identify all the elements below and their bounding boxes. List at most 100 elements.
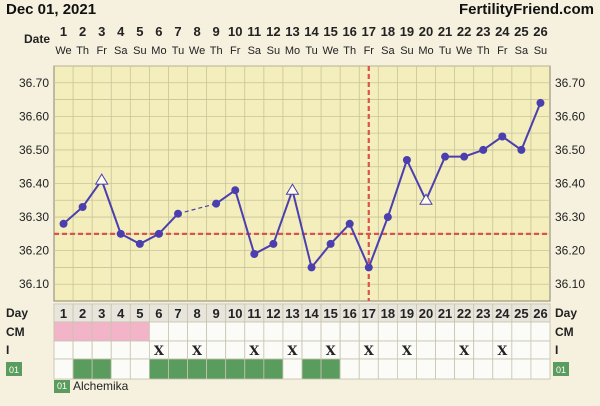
- custom-row-label-right: 01: [556, 365, 566, 375]
- date-day-number: 3: [98, 24, 105, 39]
- y-tick-label-left: 36.70: [19, 76, 49, 90]
- date-weekday: Su: [534, 45, 547, 57]
- date-weekday: Fr: [230, 45, 241, 57]
- date-weekday: Sa: [515, 45, 529, 57]
- day-number: 1: [60, 306, 67, 321]
- day-number: 23: [476, 306, 490, 321]
- cm-cell: [91, 321, 112, 342]
- cm-cell: [377, 321, 398, 342]
- date-day-number: 13: [285, 24, 299, 39]
- custom-cell: [282, 358, 303, 380]
- y-tick-label-left: 36.60: [19, 109, 49, 123]
- date-weekday: We: [55, 45, 71, 57]
- date-weekday: We: [456, 45, 472, 57]
- day-number: 8: [193, 306, 200, 321]
- cm-cell: [339, 321, 360, 342]
- intercourse-cell: [225, 340, 246, 360]
- date-day-number: 10: [228, 24, 242, 39]
- temperature-segment: [329, 223, 351, 245]
- custom-cell: [91, 358, 112, 380]
- custom-cell: [53, 358, 74, 380]
- cm-cell: [358, 321, 379, 342]
- custom-cell: [320, 358, 341, 380]
- date-day-number: 14: [304, 24, 319, 39]
- custom-cell: [206, 358, 227, 380]
- intercourse-mark: X: [326, 344, 337, 359]
- temperature-point-open: [94, 173, 109, 185]
- date-weekday: Tu: [172, 45, 184, 57]
- custom-cell: [168, 358, 188, 380]
- day-number: 9: [213, 306, 220, 321]
- day-number: 6: [155, 306, 162, 321]
- temperature-segment: [310, 243, 332, 269]
- day-number: 24: [495, 306, 510, 321]
- custom-cell: [454, 358, 475, 380]
- intercourse-cell: [129, 340, 150, 360]
- day-number: 10: [228, 306, 242, 321]
- date-weekday: Fr: [364, 45, 375, 57]
- intercourse-cell: [91, 340, 112, 360]
- temperature-point: [212, 199, 221, 208]
- cm-cell: [530, 321, 551, 342]
- intercourse-cell: [206, 340, 227, 360]
- temperature-segment: [386, 159, 408, 218]
- legend-swatch: 01: [54, 379, 70, 393]
- temperature-point: [326, 239, 335, 248]
- date-weekday: Tu: [305, 45, 317, 57]
- date-day-number: 5: [136, 24, 143, 39]
- cm-cell: [454, 321, 475, 342]
- y-tick-label-left: 36.20: [19, 244, 49, 258]
- intercourse-cell: [110, 340, 131, 360]
- date-weekday: Th: [477, 45, 490, 57]
- y-tick-label-left: 36.40: [19, 177, 49, 191]
- cm-cell: [320, 321, 341, 342]
- day-row-label-left: Day: [6, 306, 28, 320]
- brand-logo-text[interactable]: FertilityFriend.com: [458, 1, 594, 18]
- date-day-number: 23: [476, 24, 490, 39]
- intercourse-mark: X: [192, 344, 203, 359]
- day-number: 16: [342, 306, 356, 321]
- cm-cell: [225, 321, 246, 342]
- legend-label: Alchemika: [73, 379, 129, 393]
- temperature-point: [383, 213, 392, 222]
- date-weekday: Th: [210, 45, 223, 57]
- day-number: 21: [438, 306, 452, 321]
- cm-cell: [206, 321, 227, 342]
- custom-cell: [148, 358, 169, 380]
- date-weekday: Mo: [151, 45, 166, 57]
- temperature-point: [441, 152, 450, 161]
- custom-row-label-left: 01: [9, 365, 19, 375]
- date-weekday: Th: [343, 45, 356, 57]
- y-tick-label-left: 36.10: [19, 277, 49, 291]
- temperature-point: [479, 145, 488, 154]
- temperature-segment: [425, 156, 446, 201]
- day-number: 14: [304, 306, 319, 321]
- date-weekday: We: [322, 45, 338, 57]
- date-day-number: 26: [533, 24, 547, 39]
- date-day-number: 15: [323, 24, 337, 39]
- date-day-number: 20: [419, 24, 433, 39]
- cm-row-label-right: CM: [555, 325, 574, 339]
- day-number: 15: [323, 306, 337, 321]
- day-number: 5: [136, 306, 143, 321]
- day-number: 20: [419, 306, 433, 321]
- y-tick-label-right: 36.30: [555, 210, 585, 224]
- temperature-point-open: [285, 183, 300, 195]
- custom-row-label-left-box: [6, 362, 22, 376]
- temperature-segment: [100, 179, 122, 235]
- date-day-number: 16: [342, 24, 356, 39]
- date-day-number: 6: [155, 24, 162, 39]
- temperature-segment: [367, 216, 389, 268]
- temperature-point: [460, 152, 469, 161]
- day-number: 17: [362, 306, 376, 321]
- chart-start-date: Dec 01, 2021: [6, 1, 97, 18]
- temperature-point: [154, 229, 163, 238]
- y-tick-label-right: 36.60: [555, 109, 585, 123]
- intercourse-cell: [339, 340, 360, 360]
- cm-cell: [301, 321, 322, 342]
- intercourse-row-label-left: I: [6, 343, 9, 357]
- day-number: 4: [117, 306, 125, 321]
- cm-cell: [110, 321, 131, 342]
- cm-cell: [244, 321, 265, 342]
- intercourse-cell: [263, 340, 284, 360]
